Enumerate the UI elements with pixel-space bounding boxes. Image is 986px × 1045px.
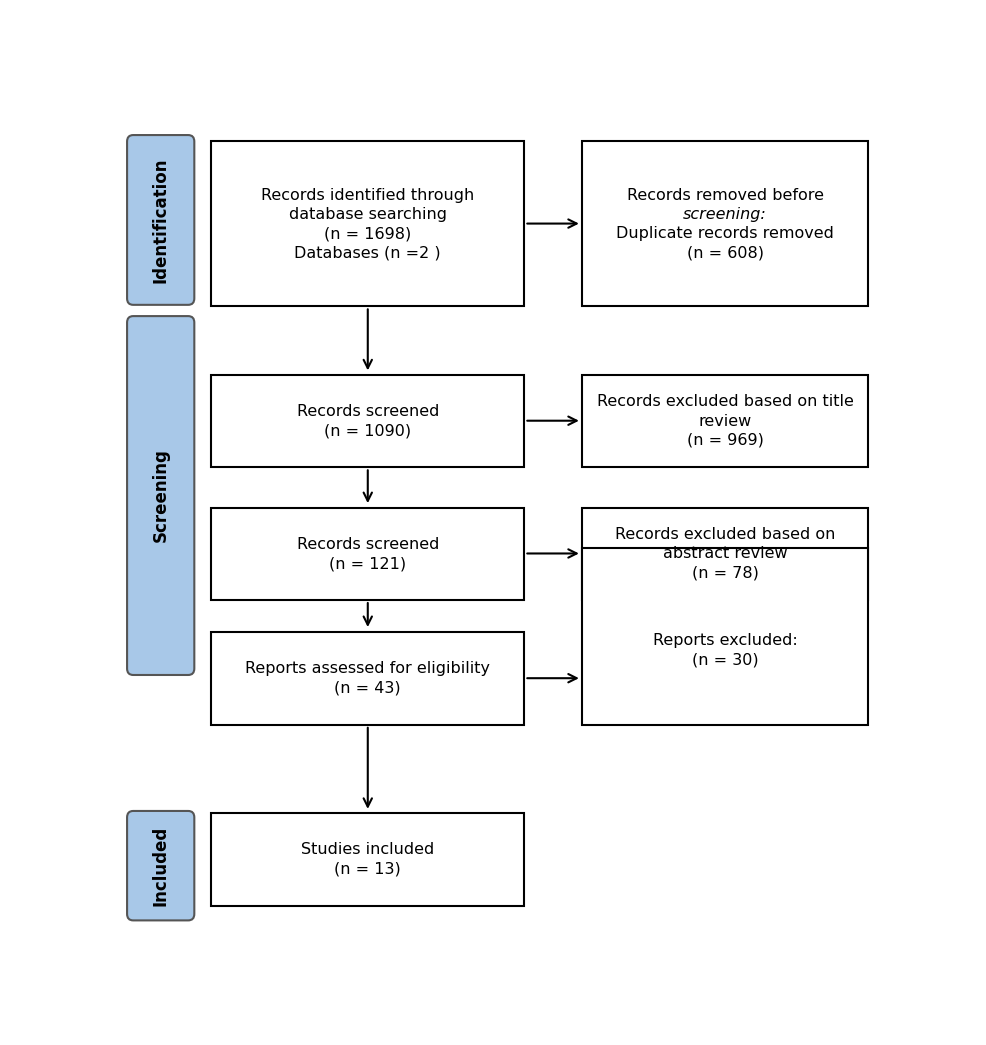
FancyBboxPatch shape bbox=[582, 548, 869, 725]
Text: (n = 13): (n = 13) bbox=[334, 862, 401, 877]
Text: (n = 78): (n = 78) bbox=[691, 565, 758, 581]
Text: Records excluded based on title: Records excluded based on title bbox=[597, 394, 854, 410]
Text: Duplicate records removed: Duplicate records removed bbox=[616, 226, 834, 241]
FancyBboxPatch shape bbox=[127, 811, 194, 921]
Text: Records screened: Records screened bbox=[297, 537, 439, 552]
Text: screening:: screening: bbox=[683, 207, 767, 222]
FancyBboxPatch shape bbox=[127, 135, 194, 305]
FancyBboxPatch shape bbox=[211, 813, 525, 906]
FancyBboxPatch shape bbox=[211, 508, 525, 600]
Text: (n = 30): (n = 30) bbox=[692, 653, 758, 668]
Text: Records screened: Records screened bbox=[297, 404, 439, 419]
Text: (n = 121): (n = 121) bbox=[329, 556, 406, 571]
Text: Records identified through: Records identified through bbox=[261, 187, 474, 203]
Text: Records excluded based on: Records excluded based on bbox=[615, 527, 835, 542]
Text: Identification: Identification bbox=[152, 157, 170, 283]
Text: (n = 1090): (n = 1090) bbox=[324, 423, 411, 438]
Text: (n = 969): (n = 969) bbox=[686, 433, 763, 448]
FancyBboxPatch shape bbox=[582, 141, 869, 306]
FancyBboxPatch shape bbox=[582, 375, 869, 467]
Text: Reports assessed for eligibility: Reports assessed for eligibility bbox=[246, 661, 490, 676]
Text: database searching: database searching bbox=[289, 207, 447, 222]
Text: Reports excluded:: Reports excluded: bbox=[653, 633, 798, 648]
FancyBboxPatch shape bbox=[127, 316, 194, 675]
Text: (n = 608): (n = 608) bbox=[686, 246, 763, 260]
Text: abstract review: abstract review bbox=[663, 547, 788, 561]
FancyBboxPatch shape bbox=[211, 632, 525, 725]
Text: Screening: Screening bbox=[152, 448, 170, 542]
Text: Studies included: Studies included bbox=[301, 842, 435, 858]
FancyBboxPatch shape bbox=[211, 141, 525, 306]
Text: (n = 1698): (n = 1698) bbox=[324, 226, 411, 241]
Text: Databases (n =2 ): Databases (n =2 ) bbox=[295, 246, 441, 260]
Text: Included: Included bbox=[152, 826, 170, 906]
Text: Records removed before: Records removed before bbox=[626, 187, 823, 203]
Text: (n = 43): (n = 43) bbox=[334, 680, 401, 696]
Text: review: review bbox=[698, 414, 751, 428]
FancyBboxPatch shape bbox=[582, 508, 869, 600]
FancyBboxPatch shape bbox=[211, 375, 525, 467]
